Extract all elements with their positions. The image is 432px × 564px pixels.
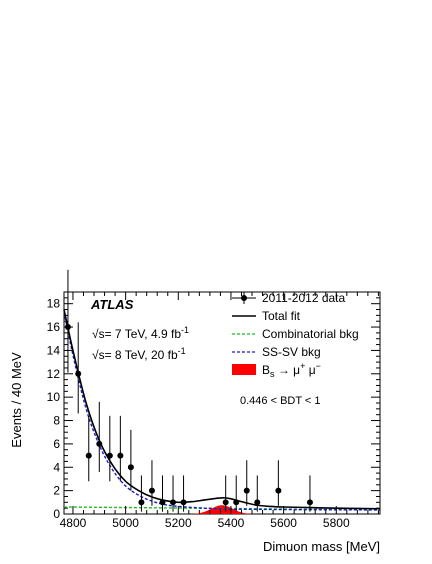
- data-point: [233, 499, 240, 506]
- plot-frame: [63, 291, 381, 515]
- data-point: [75, 370, 82, 377]
- data-point: [85, 452, 92, 459]
- energy-sup-7tev: -1: [181, 325, 189, 335]
- legend-data-marker: [232, 292, 256, 304]
- data-point: [275, 487, 282, 494]
- bdt-selection-label: 0.446 < BDT < 1: [240, 395, 321, 407]
- ss-sv-bkg-line: [63, 311, 381, 511]
- data-points-layer: [64, 269, 313, 512]
- legend-signal-sub: s: [270, 369, 275, 379]
- y-tick-label: 8: [53, 414, 60, 428]
- legend-label-total-fit: Total fit: [262, 309, 301, 323]
- x-tick-label: 5800: [323, 516, 350, 530]
- data-point: [96, 440, 103, 447]
- data-point: [127, 464, 134, 471]
- data-point: [170, 499, 177, 506]
- energy-sup-8tev: -1: [178, 346, 186, 356]
- legend-label-data: 2011-2012 data: [262, 291, 346, 305]
- legend-signal-b: B: [262, 363, 270, 377]
- legend-signal-sup1: +: [300, 361, 305, 371]
- sqrt-symbol-7tev: √s: [92, 327, 105, 341]
- legend-signal-mid: μ: [305, 363, 315, 377]
- data-point: [222, 499, 229, 506]
- y-tick-label: 16: [47, 320, 61, 334]
- energy-line-8tev: √s= 8 TeV, 20 fb-1: [92, 346, 186, 362]
- energy-text-7tev: = 7 TeV, 4.9 fb: [105, 327, 182, 341]
- legend-signal-sup2: −: [316, 361, 321, 371]
- energy-text-8tev: = 8 TeV, 20 fb: [105, 348, 178, 362]
- x-tick-label: 5000: [112, 516, 139, 530]
- y-tick-label: 4: [53, 460, 60, 474]
- legend-signal-arrow: → μ: [275, 363, 301, 377]
- data-point: [306, 499, 313, 506]
- experiment-label: ATLAS: [90, 297, 134, 312]
- data-point: [254, 499, 261, 506]
- signal-area: [190, 505, 254, 514]
- axes-layer: 4800 5000 5200 5400 5600 5800 0 2 4 6 8 10 12 14 16 18: [47, 292, 380, 530]
- legend-label-ss-sv: SS-SV bkg: [262, 345, 321, 359]
- x-tick-label: 4800: [60, 516, 87, 530]
- x-tick-label: 5600: [270, 516, 297, 530]
- energy-line-7tev: √s= 7 TeV, 4.9 fb-1: [92, 325, 189, 341]
- legend-label-signal: Bs → μ+ μ−: [262, 361, 321, 379]
- x-tick-label: 5200: [165, 516, 192, 530]
- legend: 2011-2012 data Total fit Combinatorial b…: [232, 291, 359, 379]
- x-axis-label: Dimuon mass [MeV]: [263, 539, 380, 554]
- data-point: [159, 499, 166, 506]
- y-tick-label: 18: [47, 297, 61, 311]
- data-point: [243, 487, 250, 494]
- y-tick-label: 6: [53, 437, 60, 451]
- data-point: [148, 487, 155, 494]
- y-tick-label: 14: [47, 343, 61, 357]
- data-point: [180, 499, 187, 506]
- fit-lines-layer: [63, 309, 381, 511]
- y-tick-label: 12: [47, 367, 61, 381]
- y-axis-label: Events / 40 MeV: [9, 352, 24, 448]
- sqrt-symbol-8tev: √s: [92, 348, 105, 362]
- data-point: [117, 452, 124, 459]
- legend-label-combinatorial: Combinatorial bkg: [262, 327, 359, 341]
- legend-signal-swatch: [232, 364, 256, 375]
- total-fit-line: [63, 309, 381, 510]
- y-tick-label: 2: [53, 484, 60, 498]
- y-tick-label: 10: [47, 390, 61, 404]
- data-point: [138, 499, 145, 506]
- y-tick-label: 0: [53, 507, 60, 521]
- signal-area-layer: [190, 505, 254, 514]
- x-tick-label: 5400: [218, 516, 245, 530]
- data-point: [106, 452, 113, 459]
- combinatorial-bkg-line: [63, 506, 381, 511]
